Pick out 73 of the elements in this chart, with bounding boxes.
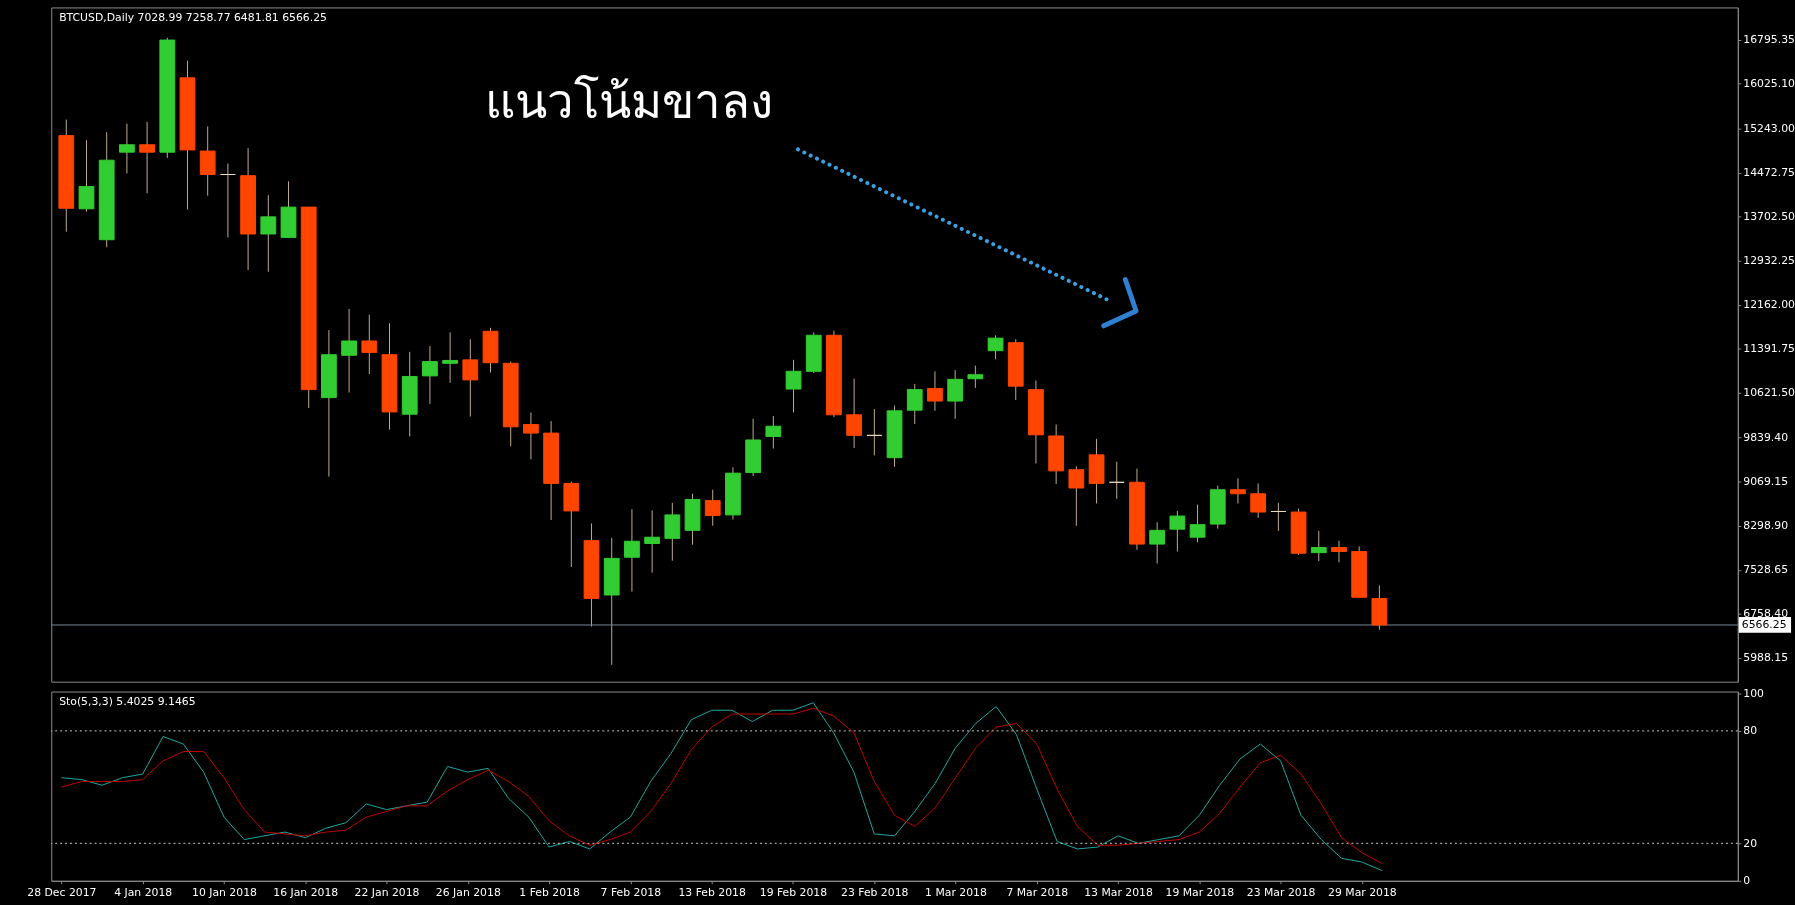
x-tick-label: 22 Jan 2018: [354, 886, 420, 900]
y-tick-label: 12932.25: [1743, 254, 1795, 268]
candlestick: [1270, 502, 1287, 532]
x-tick-label: 26 Jan 2018: [435, 886, 501, 900]
y-tick-label: 9839.40: [1743, 431, 1789, 445]
candlestick: [139, 121, 155, 194]
candlestick: [1230, 477, 1246, 504]
x-tick-label: 13 Mar 2018: [1084, 886, 1153, 900]
x-tick-label: 1 Mar 2018: [925, 886, 987, 900]
y-tick-label: 14472.75: [1743, 166, 1795, 180]
candlestick: [1189, 504, 1206, 543]
y-tick-label: 9069.15: [1743, 475, 1789, 489]
candlestick: [846, 378, 863, 449]
candlestick: [947, 369, 964, 420]
candlestick: [220, 163, 236, 238]
x-tick-label: 16 Jan 2018: [273, 886, 339, 900]
y-tick-label: 16795.35: [1743, 33, 1795, 47]
y-tick-label: 0: [1743, 874, 1751, 888]
x-tick-label: 1 Feb 2018: [519, 886, 580, 900]
candlestick: [260, 194, 277, 273]
candlestick: [119, 123, 135, 174]
y-tick-label: 5988.15: [1743, 651, 1789, 665]
candlestick: [785, 359, 802, 413]
x-tick-label: 19 Feb 2018: [759, 886, 828, 900]
candlestick: [1331, 540, 1347, 563]
candlestick: [462, 338, 479, 418]
x-tick-label: 13 Feb 2018: [678, 886, 746, 900]
candlestick: [1108, 461, 1125, 500]
y-tick-label: 16025.10: [1743, 77, 1795, 91]
y-tick-label: 10621.50: [1743, 386, 1795, 400]
candlestick: [78, 139, 95, 213]
candlestick: [644, 509, 661, 574]
x-tick-label: 7 Feb 2018: [600, 886, 662, 900]
candlestick: [1169, 510, 1186, 553]
candlestick: [987, 334, 1004, 360]
candlestick: [927, 370, 943, 412]
x-tick-label: 10 Jan 2018: [192, 886, 258, 900]
candlestick: [1250, 482, 1267, 519]
y-tick-label: 13702.50: [1743, 210, 1795, 224]
candlestick: [906, 383, 923, 425]
x-tick-label: 19 Mar 2018: [1165, 886, 1235, 900]
x-tick-label: 7 Mar 2018: [1006, 886, 1069, 900]
x-tick-label: 23 Feb 2018: [841, 886, 909, 900]
chart-title: Sto(5,3,3) 5.4025 9.1465: [59, 695, 196, 709]
y-tick-label: 7528.65: [1743, 563, 1789, 577]
y-tick-label: 100: [1743, 686, 1765, 700]
y-tick-label: 15243.00: [1743, 122, 1795, 136]
y-tick-label: 80: [1743, 724, 1758, 738]
candlestick: [341, 308, 357, 393]
x-tick-label: 29 Mar 2018: [1328, 886, 1397, 900]
candlestick: [765, 415, 782, 450]
candlestick: [523, 412, 539, 460]
candlestick: [1310, 530, 1327, 562]
x-tick-label: 23 Mar 2018: [1246, 886, 1316, 900]
y-tick-label: 11391.75: [1743, 342, 1795, 356]
candlestick: [442, 331, 459, 384]
y-tick-label: 8298.90: [1743, 519, 1789, 533]
annotation: แนวโน้มขาลง: [484, 73, 773, 129]
candlestick: [704, 489, 721, 527]
candlestick: [361, 314, 378, 375]
candlestick: [1149, 521, 1166, 565]
candlestick: [664, 502, 681, 562]
chart-title: BTCUSD,Daily 7028.99 7258.77 6481.81 6566.25: [59, 11, 327, 25]
candlestick: [866, 408, 883, 456]
candlestick: [199, 125, 216, 197]
y-tick-label: 12162.00: [1743, 298, 1795, 312]
candlestick: [1068, 465, 1085, 527]
x-tick-label: 4 Jan 2018: [114, 886, 173, 900]
candlestick: [624, 508, 640, 593]
candlestick: [422, 345, 438, 405]
y-tick-label: 20: [1743, 836, 1758, 850]
x-tick-label: 28 Dec 2017: [27, 886, 97, 900]
candlestick: [967, 365, 984, 389]
